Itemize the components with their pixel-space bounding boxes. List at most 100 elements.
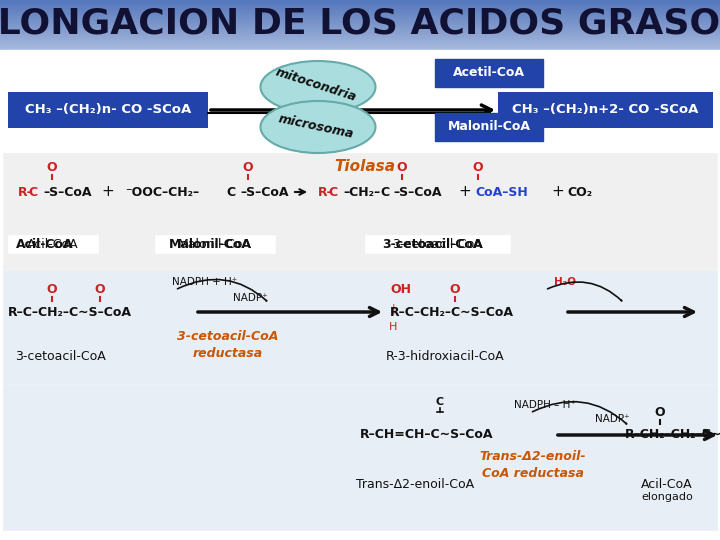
Text: O: O — [47, 283, 58, 296]
Bar — [0, 4, 720, 5]
Text: C: C — [436, 397, 444, 407]
Text: O: O — [47, 161, 58, 174]
Bar — [0, 40, 720, 42]
Bar — [3, 270, 717, 384]
Text: 3-cetoacil-CoA: 3-cetoacil-CoA — [382, 239, 482, 252]
Bar — [0, 30, 720, 31]
Text: Trans-Δ2-enoil-
CoA reductasa: Trans-Δ2-enoil- CoA reductasa — [480, 450, 586, 480]
Bar — [0, 13, 720, 14]
Text: elongado: elongado — [641, 492, 693, 502]
Bar — [0, 6, 720, 8]
FancyArrowPatch shape — [533, 402, 626, 424]
Bar — [0, 27, 720, 28]
FancyBboxPatch shape — [8, 92, 208, 128]
Text: 3-cetoacil-CoA: 3-cetoacil-CoA — [14, 350, 105, 363]
Bar — [3, 3, 717, 48]
Text: O: O — [397, 161, 408, 174]
Text: +: + — [552, 185, 564, 199]
Bar — [0, 4, 720, 6]
Bar — [0, 19, 720, 21]
Text: C: C — [226, 186, 235, 199]
Text: Acil-CoA: Acil-CoA — [16, 239, 74, 252]
Text: –S–CoA: –S–CoA — [43, 186, 91, 199]
Bar — [0, 15, 720, 16]
Bar — [0, 22, 720, 23]
Bar — [155, 235, 275, 253]
Bar — [0, 5, 720, 6]
Text: O: O — [95, 283, 105, 296]
Text: Malonil-CoA: Malonil-CoA — [178, 238, 252, 251]
Bar — [0, 21, 720, 22]
Bar — [3, 385, 717, 530]
Text: Malonil-CoA: Malonil-CoA — [168, 239, 251, 252]
Text: C: C — [380, 186, 390, 199]
Text: R–C–CH₂–C∼S–CoA: R–C–CH₂–C∼S–CoA — [390, 306, 514, 319]
Text: –S–CoA: –S–CoA — [393, 186, 441, 199]
Bar — [0, 37, 720, 38]
Text: 3-cetoacil-CoA: 3-cetoacil-CoA — [392, 238, 482, 251]
Text: OH: OH — [390, 283, 411, 296]
FancyBboxPatch shape — [498, 92, 713, 128]
Text: NADP⁺: NADP⁺ — [595, 414, 629, 424]
Text: Acil-CoA: Acil-CoA — [642, 478, 693, 491]
Bar — [0, 1, 720, 3]
Bar — [0, 44, 720, 45]
FancyArrowPatch shape — [178, 279, 266, 301]
Text: CH₃ –(CH₂)n- CO -SCoA: CH₃ –(CH₂)n- CO -SCoA — [25, 104, 191, 117]
Text: NADP⁺: NADP⁺ — [233, 293, 267, 303]
Text: R–CH=CH–C∼S–CoA: R–CH=CH–C∼S–CoA — [360, 429, 493, 442]
Bar — [8, 235, 98, 253]
Text: –S–CoA: –S–CoA — [240, 186, 289, 199]
Bar — [0, 39, 720, 41]
Text: H₂O: H₂O — [554, 277, 576, 287]
Bar — [0, 44, 720, 46]
Bar — [0, 19, 720, 20]
Bar — [0, 36, 720, 37]
Bar — [0, 35, 720, 36]
Text: |: | — [391, 304, 395, 314]
Bar — [0, 16, 720, 17]
Text: O: O — [450, 283, 460, 296]
Bar — [0, 26, 720, 28]
Text: mitocondria: mitocondria — [274, 66, 358, 104]
Text: CoA–SH: CoA–SH — [475, 186, 528, 199]
Text: microsoma: microsoma — [277, 113, 355, 141]
Bar — [3, 153, 717, 269]
Bar — [0, 8, 720, 9]
Bar — [0, 1, 720, 2]
Bar — [0, 38, 720, 39]
Bar — [0, 33, 720, 35]
Text: NADPH + H⁺: NADPH + H⁺ — [172, 277, 238, 287]
Bar — [365, 235, 510, 253]
FancyArrowPatch shape — [547, 282, 621, 301]
Text: O: O — [473, 161, 483, 174]
Bar — [0, 42, 720, 43]
Bar — [0, 24, 720, 26]
Bar — [0, 10, 720, 11]
Text: ⁻OOC–CH₂–: ⁻OOC–CH₂– — [125, 186, 199, 199]
Text: R–CH₂–CH₂–C∼S–CoA: R–CH₂–CH₂–C∼S–CoA — [625, 429, 720, 442]
Text: R–: R– — [18, 186, 34, 199]
Bar — [0, 17, 720, 18]
Bar — [0, 43, 720, 44]
Text: R–C–CH₂–C∼S–CoA: R–C–CH₂–C∼S–CoA — [8, 306, 132, 319]
Bar — [435, 59, 543, 87]
Bar — [0, 45, 720, 46]
Bar — [0, 30, 720, 32]
Text: H: H — [389, 322, 397, 332]
Text: C: C — [28, 186, 37, 199]
Bar — [0, 25, 720, 26]
Text: CH₃ –(CH₂)n+2- CO -SCoA: CH₃ –(CH₂)n+2- CO -SCoA — [512, 104, 698, 117]
Bar — [0, 28, 720, 29]
Text: Tiolasa: Tiolasa — [335, 159, 395, 174]
Bar — [0, 10, 720, 12]
Bar — [0, 3, 720, 4]
Bar — [0, 35, 720, 37]
Text: Trans-Δ2-enoil-CoA: Trans-Δ2-enoil-CoA — [356, 478, 474, 491]
Bar — [435, 113, 543, 141]
Ellipse shape — [261, 61, 376, 113]
Text: O: O — [243, 161, 253, 174]
Bar — [0, 7, 720, 8]
Bar — [0, 33, 720, 34]
Text: Acil-CoA: Acil-CoA — [27, 238, 78, 251]
